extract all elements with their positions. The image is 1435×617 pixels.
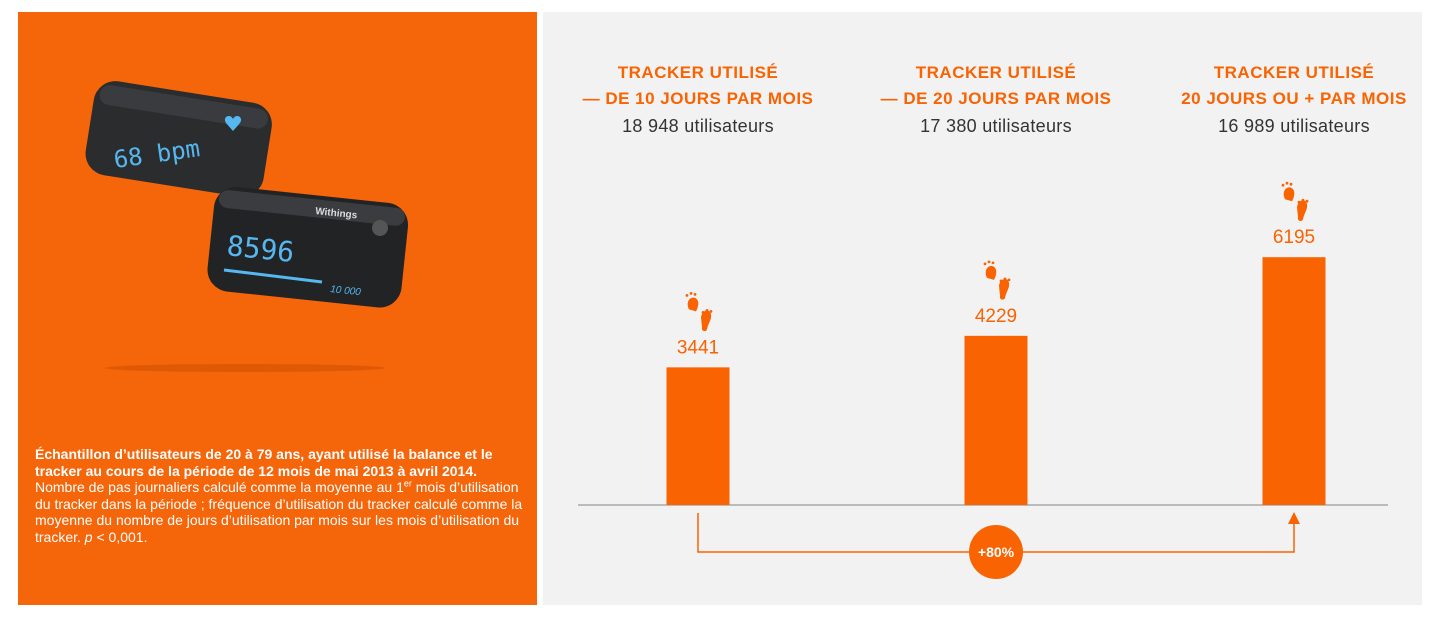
category-title: TRACKER UTILISÉ 20 JOURS OU + PAR MOIS [1144,60,1435,112]
footprint [1284,187,1295,201]
footprint-toe [984,262,987,265]
footprint [986,266,997,280]
footprint-toe [1306,200,1309,203]
footprint-toe [988,260,991,263]
user-count: 16 989 utilisateurs [1144,114,1435,138]
footnote-text: Nombre de pas journaliers calculé comme … [35,479,404,495]
footprint-toe [1004,277,1007,280]
footprint-toe [1000,279,1003,282]
bar [667,367,730,505]
value-label: 4229 [975,306,1017,327]
annotation: +80% [978,544,1015,560]
user-count: 18 948 utilisateurs [548,114,848,138]
footprint-toe [1008,278,1011,281]
footnote-p: p [85,529,93,545]
footnote-text: < 0,001. [93,529,148,545]
footnote-bold: Échantillon d’utilisateurs de 20 à 79 an… [35,446,493,479]
footprint-toe [1282,184,1285,187]
value-label: 6195 [1273,227,1315,248]
footprint-icon [686,292,713,331]
footprint-toe [1290,183,1293,186]
footprint-toe [702,311,705,314]
footprint [688,298,699,312]
footprint-toe [1302,199,1305,202]
value-label: 3441 [677,337,719,358]
footprint-toe [1286,182,1289,185]
category-title: TRACKER UTILISÉ — DE 20 JOURS PAR MOIS [846,60,1146,112]
footprint-toe [690,292,693,295]
footprint-icon [1282,182,1309,221]
bar [1263,257,1326,505]
device-text: 8596 [225,229,296,269]
footprint-toe [1298,201,1301,204]
footprint-toe [710,310,713,313]
category-title: TRACKER UTILISÉ — DE 10 JOURS PAR MOIS [548,60,848,112]
page: 68 bpm Withings 8596 10 000 344142296195… [0,0,1435,617]
user-count: 17 380 utilisateurs [846,114,1146,138]
footnote: Échantillon d’utilisateurs de 20 à 79 an… [35,446,530,546]
bar [965,336,1028,505]
footprint-toe [686,294,689,297]
arrow-head [1288,512,1300,524]
footprint-toe [706,309,709,312]
footprint-icon [984,260,1011,299]
footprint-toe [694,293,697,296]
footnote-sup: er [404,479,412,489]
footprint-toe [992,261,995,264]
